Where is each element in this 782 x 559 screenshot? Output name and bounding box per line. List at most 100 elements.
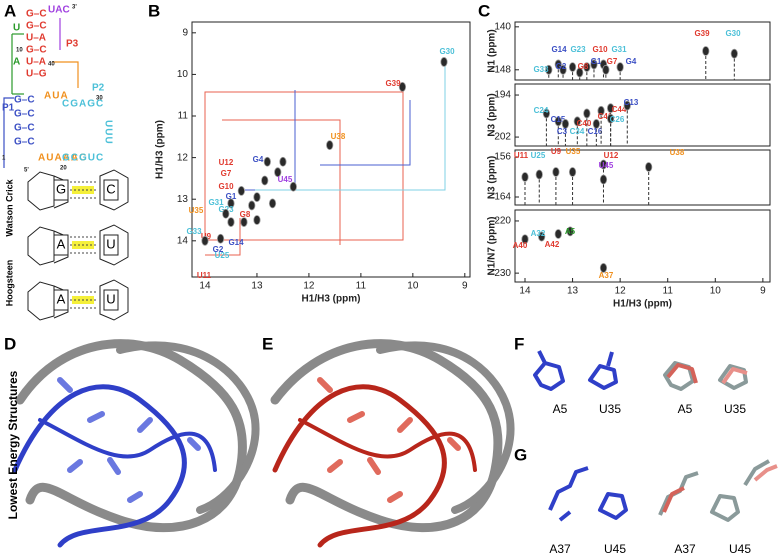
peak-label: G31	[208, 198, 224, 207]
y-tick-label: 156	[494, 152, 511, 163]
structure-text: P2	[92, 83, 105, 94]
y-tick-label: 202	[494, 132, 511, 143]
structure-text: 40	[48, 62, 55, 68]
y-axis-label: H1/H3 (ppm)	[155, 120, 166, 179]
peak-label: G39	[694, 29, 710, 38]
base-box	[103, 179, 119, 201]
peak-label: G14	[228, 238, 244, 247]
structure-text: 3'	[72, 5, 77, 11]
peak	[602, 64, 610, 75]
y-tick-label: 230	[494, 268, 511, 279]
peak	[599, 263, 608, 273]
base-box	[103, 289, 119, 311]
y-axis-label: N3 (ppm)	[487, 156, 498, 199]
y-axis-label: N1 (ppm)	[487, 29, 498, 72]
peak-label: C24	[534, 106, 549, 115]
base-letter: G	[56, 181, 66, 196]
peak-label: U25	[215, 251, 230, 260]
peak-label: G33	[533, 65, 549, 74]
base-box	[53, 289, 69, 311]
panel-label: B	[148, 1, 160, 20]
y-tick-label: 13	[177, 194, 189, 205]
base-box	[103, 234, 119, 256]
peak	[552, 167, 560, 177]
peak	[645, 162, 653, 172]
peak-label: U12	[604, 151, 619, 160]
peak-label: A37	[599, 271, 614, 280]
peak	[590, 59, 598, 70]
x-tick-label: 11	[356, 281, 367, 292]
peak	[253, 192, 261, 203]
peak	[237, 185, 245, 196]
structure-text: P3	[66, 39, 79, 50]
peak-label: G39	[385, 79, 401, 88]
structure-text: G–C	[26, 45, 47, 56]
peak	[240, 217, 248, 227]
y-tick-label: 220	[494, 216, 511, 227]
peak-label: C44	[612, 105, 627, 114]
x-tick-label: 9	[462, 281, 468, 292]
peak	[607, 103, 615, 114]
base-ring	[99, 224, 129, 266]
peak	[263, 156, 271, 167]
peak-label: C40	[577, 119, 592, 128]
peak	[623, 100, 631, 111]
peak	[607, 113, 615, 124]
peak	[568, 167, 577, 177]
residue-label: A5	[678, 402, 693, 416]
walk-lines	[204, 62, 446, 256]
panel-label: F	[514, 334, 524, 353]
peak	[573, 116, 581, 127]
structure-text: U	[13, 23, 20, 34]
base-letter: U	[106, 291, 115, 306]
y-tick-label: 9	[182, 27, 188, 38]
peak-label: U35	[189, 206, 204, 215]
peak	[599, 174, 608, 185]
plot-frame	[191, 21, 471, 278]
x-tick-label: 13	[567, 286, 579, 297]
structure-text: G–C	[14, 109, 35, 120]
residue-label: U45	[729, 542, 751, 556]
peak-label: G2	[213, 245, 224, 254]
base-letter: U	[106, 236, 115, 251]
structure-text: A	[13, 57, 20, 68]
peak-label: G10	[592, 45, 608, 54]
peak-label: U38	[331, 132, 346, 141]
peak-label: G1	[591, 57, 602, 66]
y-tick-label: 164	[494, 192, 511, 203]
peak-label: G30	[439, 47, 455, 56]
base-ring	[99, 169, 129, 211]
peak-label: U45	[599, 161, 614, 170]
peak-label: U25	[531, 151, 546, 160]
peak	[535, 169, 543, 180]
residue-label: A37	[549, 542, 571, 556]
peak-label: C16	[588, 127, 603, 136]
plot-frame	[514, 21, 771, 81]
structure-text: CGAGC	[62, 99, 104, 110]
peak	[576, 67, 584, 78]
x-tick-label: 13	[251, 281, 263, 292]
side-label: Lowest Energy Structures	[6, 370, 20, 519]
peak	[440, 57, 448, 67]
peak-label: C26	[610, 115, 625, 124]
peak-label: C41	[598, 112, 613, 121]
peak-label: G31	[611, 45, 627, 54]
peak	[268, 198, 277, 209]
structure-d	[12, 339, 260, 548]
peak	[216, 233, 225, 244]
peak	[554, 59, 562, 70]
peak	[592, 119, 600, 129]
structure-text: G–C	[14, 123, 35, 134]
structure-text: AUA	[44, 91, 69, 102]
peak	[248, 200, 256, 211]
peak-label: U12	[219, 158, 234, 167]
peak-label: G33	[186, 227, 202, 236]
peak-label: U11	[514, 151, 529, 160]
peak	[274, 167, 282, 178]
base-ring	[99, 279, 129, 321]
peak-label: U38	[670, 148, 685, 157]
structure-text: 1	[2, 156, 6, 162]
peak	[702, 46, 710, 56]
peak	[227, 198, 235, 209]
